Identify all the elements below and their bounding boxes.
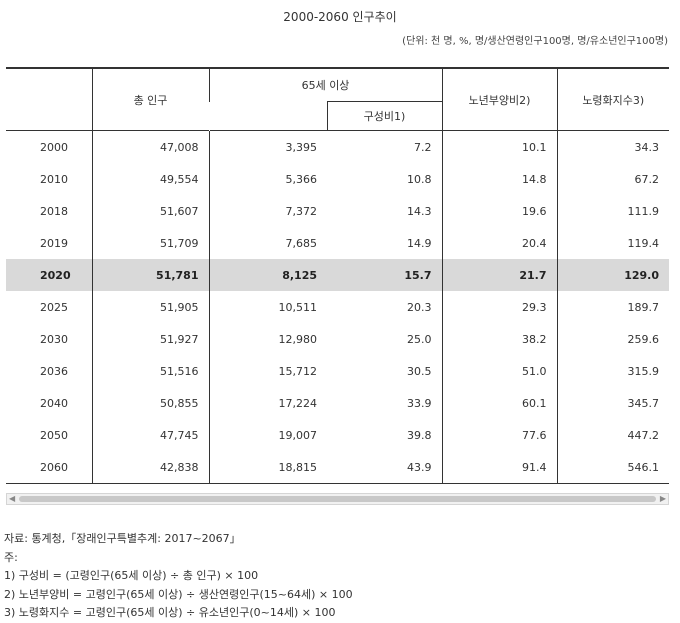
cell-aging: 119.4 <box>556 227 670 259</box>
cell-over65: 15,712 <box>208 355 327 387</box>
cell-year: 2018 <box>40 204 68 218</box>
cell-over65: 7,685 <box>208 227 327 259</box>
cell-aging: 259.6 <box>556 323 670 355</box>
cell-year: 2036 <box>40 364 68 378</box>
cell-ratio: 30.5 <box>407 364 432 378</box>
scroll-thumb[interactable] <box>19 496 656 502</box>
cell-over65: 12,980 <box>208 323 327 355</box>
cell-dependency: 91.4 <box>441 451 558 484</box>
horizontal-scrollbar[interactable]: ◀ ▶ <box>6 493 669 505</box>
cell-year: 2060 <box>6 451 92 484</box>
header-row: 총 인구 65세 이상 노년부양비2) 노령화지수3) <box>6 68 670 131</box>
table-row: 2025 51,905 10,511 20.3 29.3 189.7 <box>6 291 670 323</box>
scroll-right-icon[interactable]: ▶ <box>659 494 666 503</box>
cell-dependency: 21.7 <box>441 259 558 291</box>
note-item: 1) 구성비 = (고령인구(65세 이상) ÷ 총 인구) × 100 <box>4 569 259 582</box>
unit-note: (단위: 천 명, %, 명/생산연령인구100명, 명/유소년인구100명) <box>402 36 668 47</box>
cell-total: 47,008 <box>91 130 209 163</box>
cell-ratio: 14.9 <box>407 236 432 250</box>
cell-dependency: 51.0 <box>441 355 558 387</box>
cell-year: 2040 <box>40 396 68 410</box>
cell-dependency: 60.1 <box>441 387 558 419</box>
header-total: 총 인구 <box>91 68 209 131</box>
note-item: 3) 노령화지수 = 고령인구(65세 이상) ÷ 유소년인구(0~14세) ×… <box>4 606 336 619</box>
cell-over65: 19,007 <box>208 419 327 451</box>
cell-ratio: 7.2 <box>414 140 432 154</box>
cell-year: 2020 <box>6 259 92 291</box>
cell-year: 2050 <box>40 428 68 442</box>
cell-ratio: 33.9 <box>407 396 432 410</box>
cell-over65: 7,372 <box>208 195 327 227</box>
header-year <box>6 68 92 131</box>
note-item: 2) 노년부양비 = 고령인구(65세 이상) ÷ 생산연령인구(15~64세)… <box>4 587 353 601</box>
header-aging: 노령화지수3) <box>556 68 670 131</box>
cell-total: 47,745 <box>91 419 209 451</box>
cell-aging: 67.2 <box>556 163 670 195</box>
cell-over65: 8,125 <box>208 259 327 291</box>
cell-ratio: 15.7 <box>327 259 443 291</box>
cell-aging: 189.7 <box>556 291 670 323</box>
cell-ratio: 14.3 <box>407 204 432 218</box>
table-row: 2060 42,838 18,815 43.9 91.4 546.1 <box>6 451 670 484</box>
population-table: 총 인구 65세 이상 노년부양비2) 노령화지수3) 구성비1) 2000 47… <box>6 67 670 484</box>
table-row: 2050 47,745 19,007 39.8 77.6 447.2 <box>6 419 670 451</box>
cell-dependency: 19.6 <box>441 195 558 227</box>
cell-aging: 111.9 <box>556 195 670 227</box>
cell-year: 2000 <box>40 140 68 154</box>
cell-aging: 315.9 <box>556 355 670 387</box>
cell-year: 2010 <box>40 172 68 186</box>
header-over65-count-spacer <box>209 102 327 131</box>
table-row: 2018 51,607 7,372 14.3 19.6 111.9 <box>6 195 670 227</box>
cell-ratio: 25.0 <box>407 332 432 346</box>
cell-dependency: 29.3 <box>441 291 558 323</box>
cell-total: 50,855 <box>91 387 209 419</box>
cell-over65: 17,224 <box>208 387 327 419</box>
table-row: 2019 51,709 7,685 14.9 20.4 119.4 <box>6 227 670 259</box>
cell-ratio: 39.8 <box>407 428 432 442</box>
header-ratio: 구성비1) <box>326 101 443 131</box>
cell-year: 2019 <box>40 236 68 250</box>
notes: 자료: 통계청,「장래인구특별추계: 2017~2067」 주: 1) 구성비 … <box>4 530 353 623</box>
cell-dependency: 10.1 <box>441 130 558 163</box>
cell-aging: 546.1 <box>556 451 670 484</box>
cell-aging: 129.0 <box>556 259 670 291</box>
cell-aging: 34.3 <box>556 130 670 163</box>
table-row: 2010 49,554 5,366 10.8 14.8 67.2 <box>6 163 670 195</box>
cell-over65: 3,395 <box>208 130 327 163</box>
cell-total: 49,554 <box>91 163 209 195</box>
cell-aging: 345.7 <box>556 387 670 419</box>
cell-ratio: 10.8 <box>407 172 432 186</box>
table-row: 2020 51,781 8,125 15.7 21.7 129.0 <box>6 259 670 291</box>
cell-total: 51,709 <box>91 227 209 259</box>
table-row: 2040 50,855 17,224 33.9 60.1 345.7 <box>6 387 670 419</box>
cell-over65: 5,366 <box>208 163 327 195</box>
cell-total: 51,781 <box>91 259 209 291</box>
table-row: 2030 51,927 12,980 25.0 38.2 259.6 <box>6 323 670 355</box>
cell-over65: 10,511 <box>208 291 327 323</box>
cell-dependency: 77.6 <box>441 419 558 451</box>
cell-dependency: 38.2 <box>441 323 558 355</box>
subheader-row: 구성비1) <box>6 101 670 131</box>
cell-dependency: 14.8 <box>441 163 558 195</box>
scroll-left-icon[interactable]: ◀ <box>9 494 16 503</box>
cell-over65: 18,815 <box>208 451 327 484</box>
table-title: 2000-2060 인구추이 <box>283 10 397 24</box>
header-dependency: 노년부양비2) <box>441 68 558 131</box>
header-over65: 65세 이상 <box>208 68 443 102</box>
notes-label: 주: <box>4 550 18 564</box>
cell-year: 2030 <box>40 332 68 346</box>
cell-total: 51,905 <box>91 291 209 323</box>
cell-dependency: 20.4 <box>441 227 558 259</box>
table-row: 2036 51,516 15,712 30.5 51.0 315.9 <box>6 355 670 387</box>
cell-total: 51,516 <box>91 355 209 387</box>
cell-total: 42,838 <box>91 451 209 484</box>
cell-total: 51,927 <box>91 323 209 355</box>
cell-year: 2025 <box>40 300 68 314</box>
table-row: 2000 47,008 3,395 7.2 10.1 34.3 <box>6 130 670 163</box>
cell-total: 51,607 <box>91 195 209 227</box>
cell-ratio: 43.9 <box>327 451 443 484</box>
cell-ratio: 20.3 <box>407 300 432 314</box>
source-note: 자료: 통계청,「장래인구특별추계: 2017~2067」 <box>4 532 241 545</box>
cell-aging: 447.2 <box>556 419 670 451</box>
